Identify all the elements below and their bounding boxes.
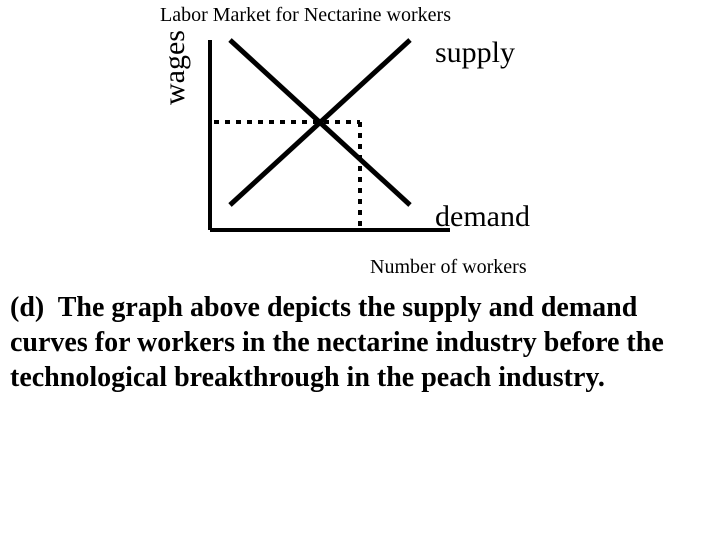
y-axis-label: wages [158, 30, 192, 105]
question-text: (d) The graph above depicts the supply a… [10, 290, 690, 395]
supply-curve-label: supply [435, 36, 515, 70]
page-container: Labor Market for Nectarine workers wages… [0, 0, 720, 540]
chart-svg [200, 30, 460, 240]
labor-market-chart [200, 30, 460, 240]
demand-curve-label: demand [435, 200, 530, 234]
chart-title: Labor Market for Nectarine workers [160, 4, 451, 27]
x-axis-label: Number of workers [370, 256, 527, 279]
